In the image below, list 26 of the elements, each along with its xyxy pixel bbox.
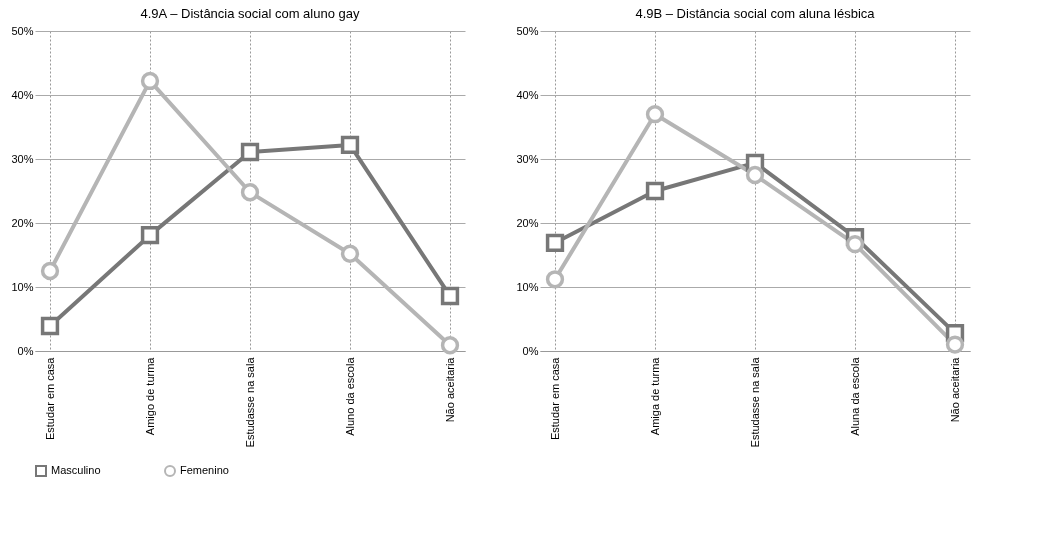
x-tick-label: Estudasse na sala	[748, 356, 761, 448]
y-tick-label: 0%	[522, 344, 539, 357]
chart-title: 4.9B – Distância social com aluna lésbica	[635, 6, 876, 21]
y-tick-label: 20%	[11, 216, 34, 229]
y-tick-label: 40%	[11, 88, 34, 101]
x-tick-label: Amiga de turma	[648, 356, 661, 436]
y-tick-label: 50%	[11, 24, 34, 37]
x-tick-label: Não aceitaria	[443, 356, 456, 423]
x-tick-label: Aluna da escola	[848, 356, 861, 436]
x-tick-label: Estudasse na sala	[243, 356, 256, 448]
x-tick-label: Estudar em casa	[548, 356, 561, 441]
y-tick-label: 30%	[11, 152, 34, 165]
x-tick-label: Amigo de turma	[143, 356, 156, 436]
legend-label: Masculino	[51, 464, 101, 476]
y-tick-label: 20%	[516, 216, 539, 229]
y-tick-label: 30%	[516, 152, 539, 165]
x-tick-label: Aluno da escola	[343, 356, 356, 436]
legend-label: Femenino	[180, 464, 229, 476]
y-tick-label: 10%	[516, 280, 539, 293]
chart-title: 4.9A – Distância social com aluno gay	[140, 6, 360, 21]
x-tick-label: Não aceitaria	[948, 356, 961, 423]
y-tick-label: 0%	[17, 344, 34, 357]
y-tick-label: 50%	[516, 24, 539, 37]
y-tick-label: 40%	[516, 88, 539, 101]
y-tick-label: 10%	[11, 280, 34, 293]
x-tick-label: Estudar em casa	[43, 356, 56, 441]
